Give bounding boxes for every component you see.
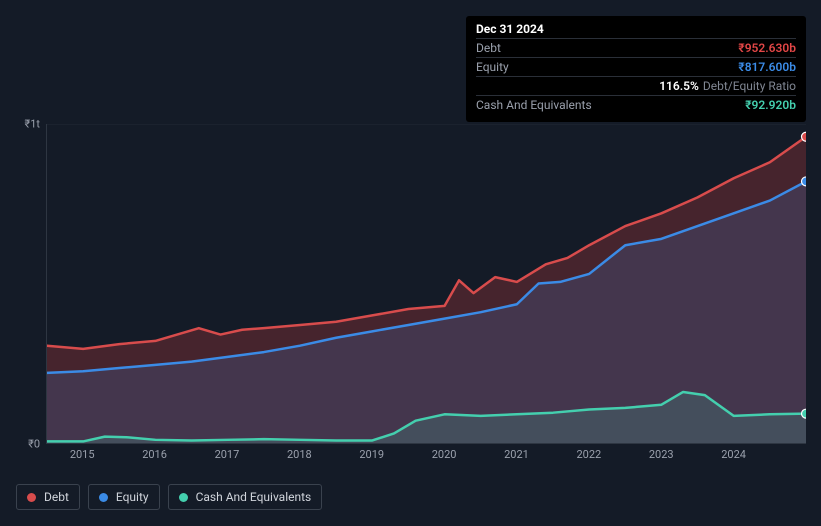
x-tick-label: 2018 bbox=[287, 448, 312, 461]
tooltip-row-value: ₹92.920b bbox=[745, 98, 796, 112]
tooltip-row: Cash And Equivalents ₹92.920b bbox=[476, 95, 796, 114]
tooltip-row: Equity ₹817.600b bbox=[476, 57, 796, 76]
tooltip-row: 116.5%Debt/Equity Ratio bbox=[476, 76, 796, 95]
legend-item-label: Equity bbox=[116, 490, 149, 504]
x-tick-label: 2024 bbox=[721, 448, 746, 461]
x-tick-label: 2023 bbox=[649, 448, 674, 461]
legend-dot-icon bbox=[179, 493, 188, 502]
x-tick-label: 2016 bbox=[142, 448, 167, 461]
x-axis: 2015 2016 2017 2018 2019 2020 2021 2022 2023 2024 bbox=[46, 448, 806, 468]
tooltip-row-value: ₹817.600b bbox=[738, 60, 796, 74]
legend: Debt Equity Cash And Equivalents bbox=[16, 484, 322, 510]
x-tick-label: 2017 bbox=[215, 448, 240, 461]
tooltip-row-label: Cash And Equivalents bbox=[476, 98, 592, 112]
legend-item-label: Debt bbox=[44, 490, 69, 504]
tooltip-row-note: Debt/Equity Ratio bbox=[703, 79, 796, 93]
tooltip-row: Debt ₹952.630b bbox=[476, 38, 796, 57]
y-tick-label: ₹1t bbox=[25, 118, 40, 131]
tooltip-row-label: Debt bbox=[476, 41, 501, 55]
plot-area[interactable] bbox=[46, 124, 806, 444]
tooltip-row-label: Equity bbox=[476, 60, 509, 74]
x-tick-label: 2022 bbox=[576, 448, 601, 461]
x-tick-label: 2015 bbox=[70, 448, 95, 461]
legend-item-label: Cash And Equivalents bbox=[196, 490, 312, 504]
tooltip-row-value: 116.5%Debt/Equity Ratio bbox=[659, 79, 796, 93]
x-tick-label: 2019 bbox=[359, 448, 384, 461]
y-tick-label: ₹0 bbox=[28, 438, 40, 451]
tooltip-box: Dec 31 2024 Debt ₹952.630b Equity ₹817.600b… bbox=[466, 16, 806, 122]
legend-item[interactable]: Equity bbox=[88, 484, 160, 510]
legend-item[interactable]: Debt bbox=[16, 484, 80, 510]
tooltip-row-value: ₹952.630b bbox=[738, 41, 796, 55]
legend-dot-icon bbox=[27, 493, 36, 502]
legend-dot-icon bbox=[99, 493, 108, 502]
chart-container: ₹0₹1t 2015201620172018201920202021202220… bbox=[16, 124, 806, 444]
tooltip-date: Dec 31 2024 bbox=[476, 22, 796, 38]
y-axis: ₹0₹1t bbox=[16, 124, 44, 444]
x-tick-label: 2021 bbox=[504, 448, 529, 461]
x-tick-label: 2020 bbox=[432, 448, 457, 461]
legend-item[interactable]: Cash And Equivalents bbox=[168, 484, 323, 510]
